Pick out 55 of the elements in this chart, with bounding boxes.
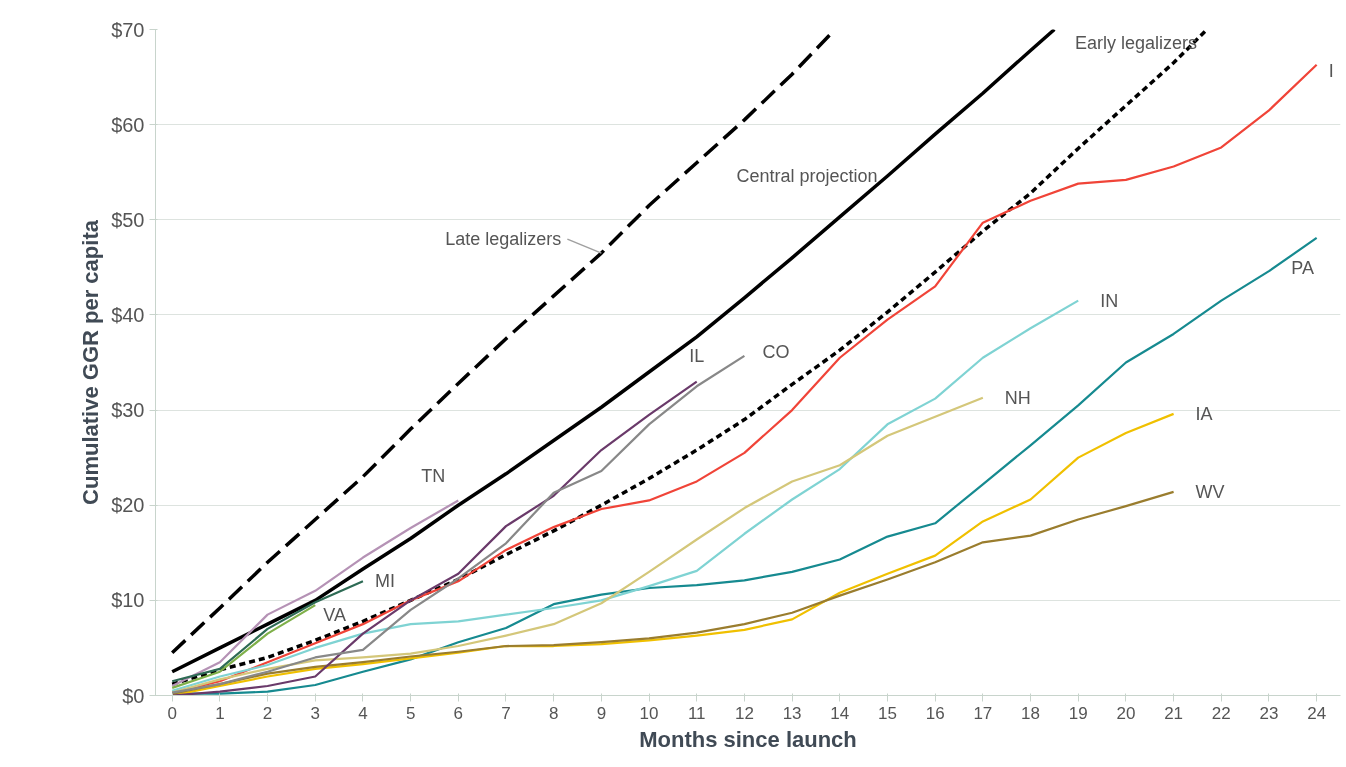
y-tick-label: $0	[122, 684, 145, 707]
y-tick-label: $60	[111, 113, 145, 136]
x-tick-label: 20	[1116, 703, 1136, 723]
x-tick-label: 10	[639, 703, 659, 723]
series-label: IA	[1195, 403, 1213, 424]
line-series	[171, 604, 317, 689]
x-tick-label: 15	[878, 703, 897, 723]
series-label: CO	[762, 341, 790, 362]
series-label: I	[1328, 60, 1334, 81]
x-tick-label: 23	[1259, 703, 1279, 723]
x-tick-label: 5	[405, 703, 416, 723]
series-label: MI	[374, 571, 395, 592]
x-tick-label: 7	[501, 703, 511, 723]
y-tick-label: $20	[111, 494, 145, 517]
x-tick-label: 21	[1164, 703, 1184, 723]
x-tick-label: 12	[734, 703, 754, 723]
x-tick-label: 8	[548, 703, 559, 723]
series-label: WV	[1195, 481, 1225, 502]
y-tick-label: $50	[111, 208, 145, 231]
series-label: PA	[1291, 257, 1315, 278]
line-series	[171, 499, 460, 688]
x-tick-label: 2	[262, 703, 273, 723]
x-tick-label: 9	[596, 703, 607, 723]
x-tick-label: 1	[215, 703, 225, 723]
y-tick-label: $70	[111, 18, 145, 41]
line-series	[171, 299, 1080, 692]
series-label: IL	[689, 345, 705, 366]
series-label: VA	[323, 605, 346, 626]
x-tick-label: 4	[358, 703, 368, 723]
x-tick-label: 24	[1307, 703, 1327, 723]
x-tick-label: 22	[1211, 703, 1231, 723]
series-label: IN	[1100, 290, 1119, 311]
x-tick-label: 18	[1021, 703, 1041, 723]
x-tick-label: 6	[453, 703, 464, 723]
x-tick-label: 17	[973, 703, 993, 723]
x-tick-label: 19	[1068, 703, 1088, 723]
series-label: Late legalizers	[445, 229, 562, 250]
y-tick-label: $40	[111, 303, 145, 326]
x-tick-label: 3	[310, 703, 320, 723]
series-label: Central projection	[736, 166, 878, 187]
line-series	[171, 580, 365, 683]
line-series	[171, 490, 1175, 695]
x-tick-label: 13	[782, 703, 802, 723]
x-tick-label: 0	[167, 703, 177, 723]
series-label: TN	[421, 466, 446, 487]
line-series	[171, 380, 698, 696]
x-tick-label: 16	[925, 703, 945, 723]
line-series	[170, 29, 1057, 674]
series-label: NH	[1004, 387, 1031, 408]
x-axis-title: Months since launch	[639, 726, 857, 752]
x-tick-label: 11	[687, 703, 706, 723]
y-tick-label: $10	[111, 589, 145, 612]
x-tick-label: 14	[830, 703, 850, 723]
y-tick-label: $30	[111, 399, 145, 422]
y-axis-title: Cumulative GGR per capita	[78, 219, 104, 505]
